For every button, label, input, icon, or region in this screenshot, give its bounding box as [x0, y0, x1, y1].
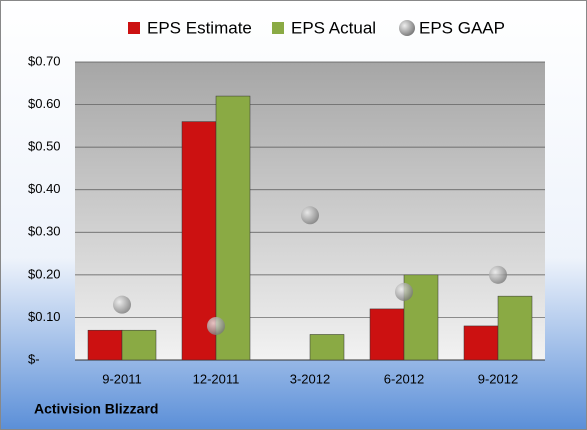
x-tick-label: 9-2011	[102, 371, 142, 386]
legend-label: EPS GAAP	[419, 18, 505, 37]
legend-swatch	[399, 20, 415, 36]
x-tick-label: 6-2012	[384, 371, 424, 386]
y-tick-label: $0.50	[28, 139, 61, 154]
y-tick-label: $0.60	[28, 96, 61, 111]
bar	[309, 334, 345, 361]
x-tick-label: 3-2012	[290, 371, 330, 386]
y-tick-label: $-	[28, 351, 40, 366]
bar	[463, 325, 499, 361]
scatter-point	[207, 316, 225, 335]
scatter-point	[113, 295, 131, 314]
y-tick-label: $0.20	[28, 266, 61, 281]
x-tick-label: 12-2011	[193, 371, 240, 386]
scatter-point	[301, 206, 319, 225]
x-tick-label: 9-2012	[478, 371, 518, 386]
bar	[369, 308, 405, 361]
legend-label: EPS Actual	[291, 18, 376, 37]
legend-swatch	[128, 22, 140, 34]
scatter-point	[395, 282, 413, 301]
y-tick-label: $0.70	[28, 53, 61, 68]
bar	[87, 329, 123, 361]
y-tick-label: $0.40	[28, 181, 61, 196]
bar	[121, 329, 157, 361]
scatter-point	[489, 265, 507, 284]
bar	[497, 295, 533, 361]
bar	[215, 95, 251, 361]
legend-label: EPS Estimate	[147, 18, 252, 37]
footer: Activision Blizzard	[34, 401, 158, 417]
y-tick-label: $0.10	[28, 309, 61, 324]
legend-swatch	[272, 22, 284, 34]
y-tick-label: $0.30	[28, 224, 61, 239]
